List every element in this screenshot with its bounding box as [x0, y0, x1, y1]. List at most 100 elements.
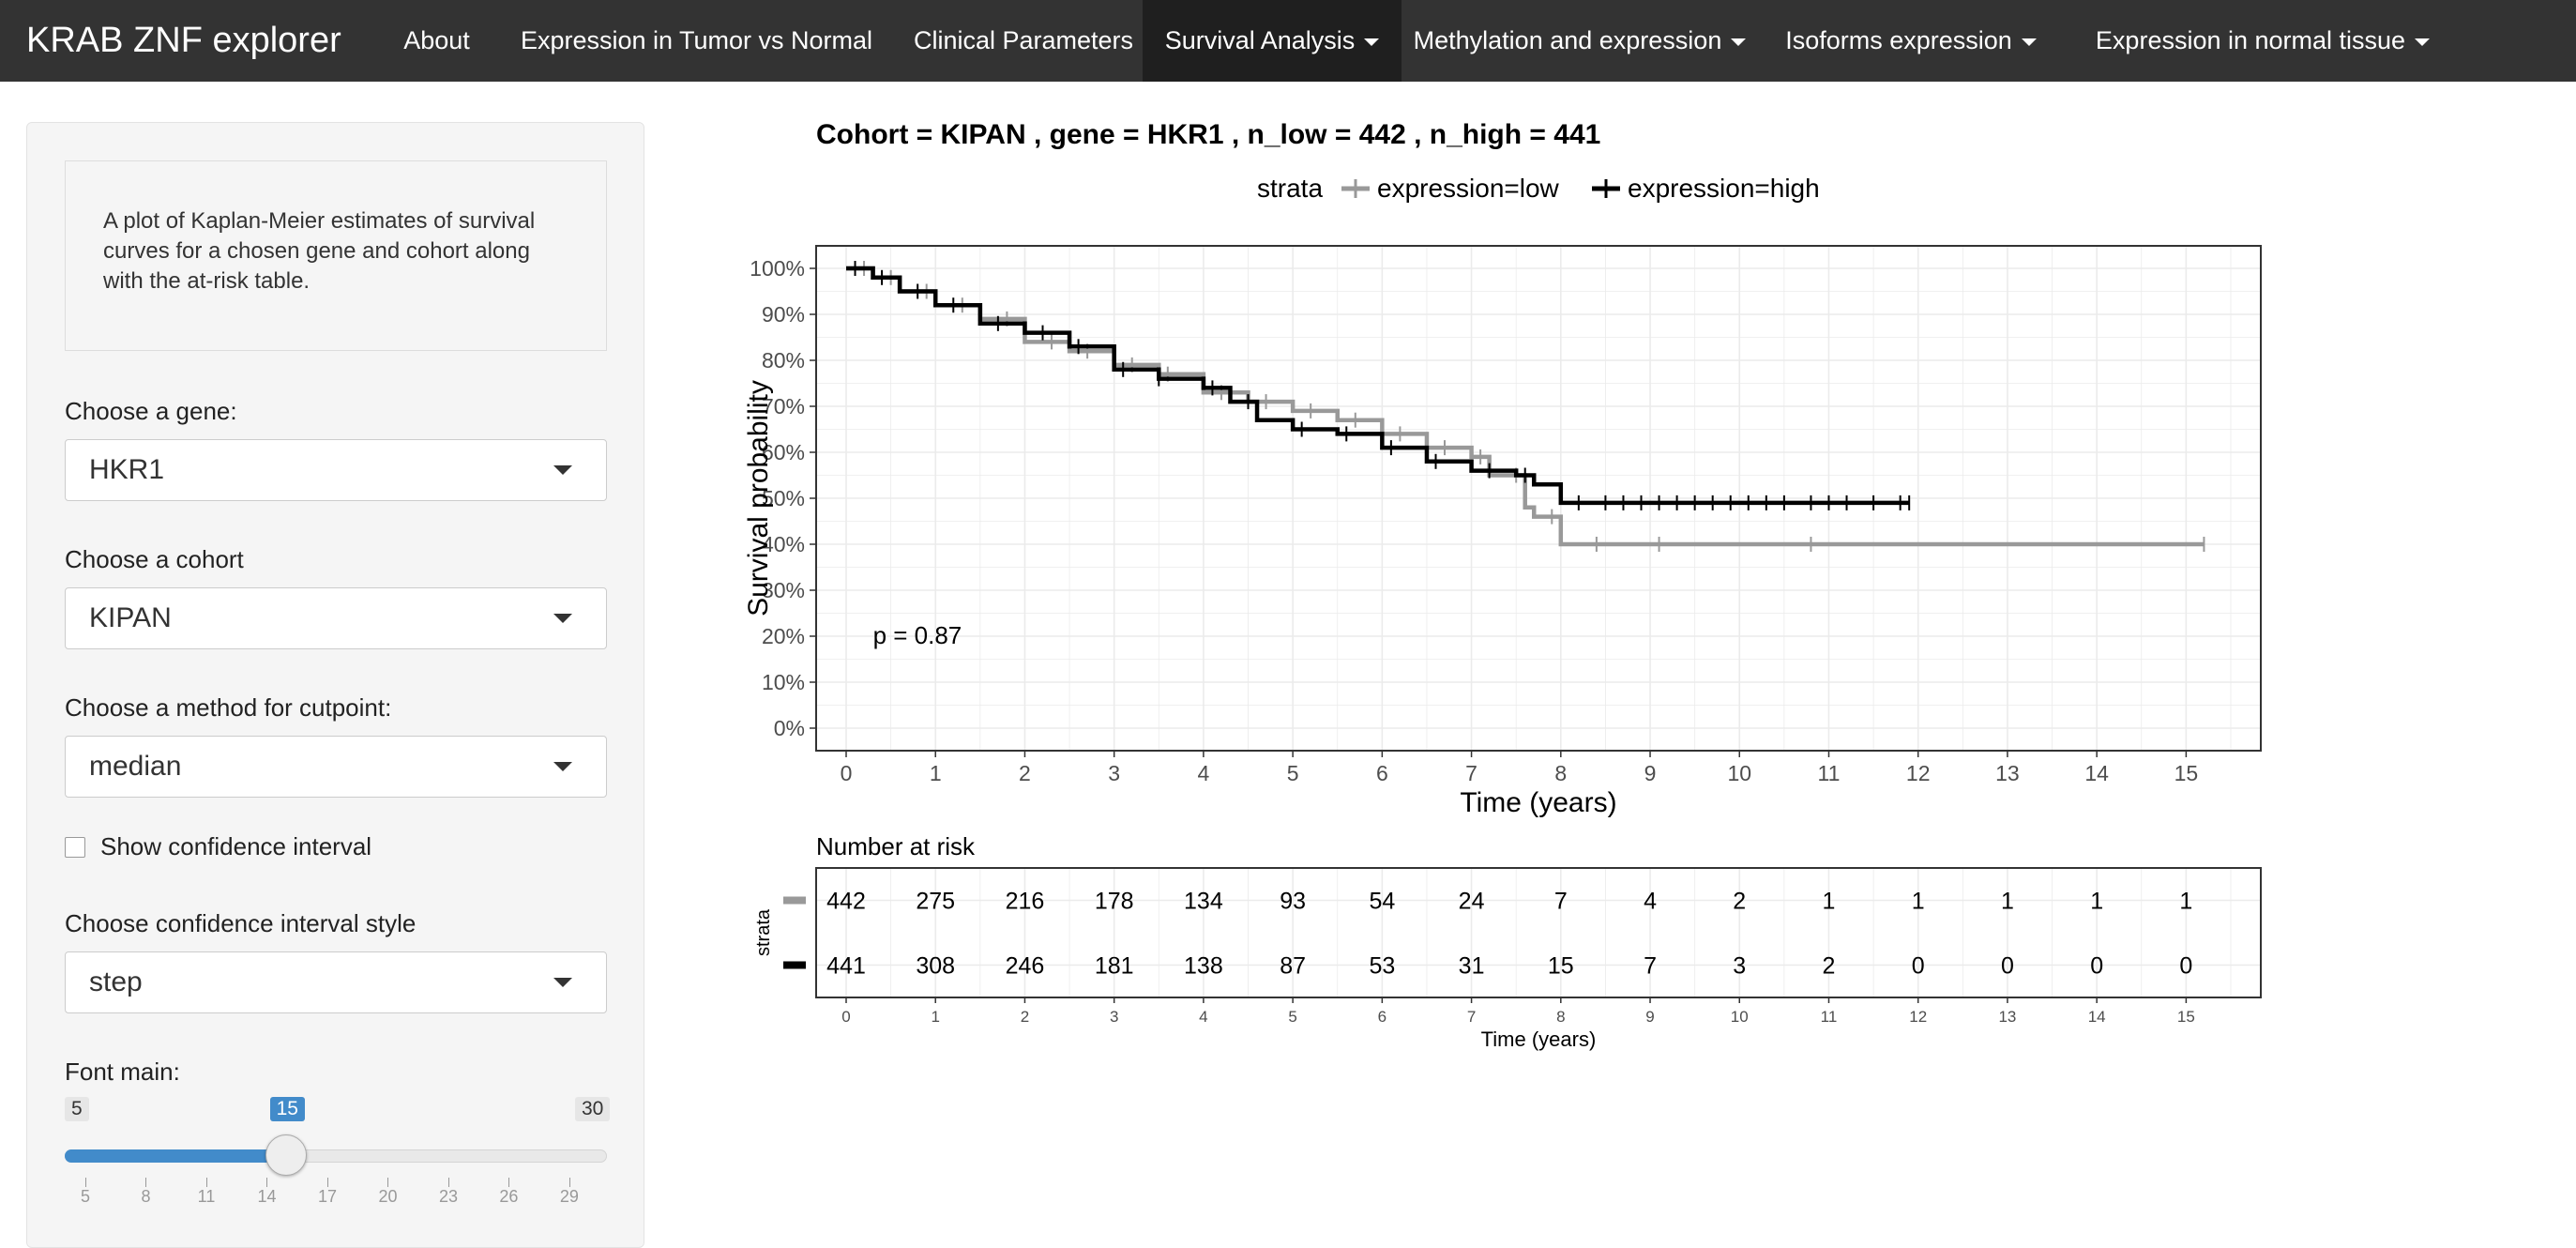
nav-about[interactable]: About: [385, 0, 489, 82]
y-tick-label: 20%: [762, 624, 805, 648]
nav-isoforms-expression[interactable]: Isoforms expression: [1758, 0, 2064, 82]
risk-count: 138: [1184, 953, 1223, 980]
slider-tick-label: 20: [378, 1187, 398, 1206]
sidebar-panel: A plot of Kaplan-Meier estimates of surv…: [26, 122, 644, 1248]
nav-clinical-parameters[interactable]: Clinical Parameters: [904, 0, 1143, 82]
y-tick-label: 80%: [762, 348, 805, 373]
cohort-select-value: KIPAN: [89, 602, 172, 633]
x-tick-label: 5: [1287, 761, 1299, 785]
risk-count: 7: [1644, 953, 1657, 980]
ci-style-select-value: step: [89, 966, 143, 997]
x-tick-label: 12: [1909, 1008, 1927, 1026]
risk-count: 178: [1095, 889, 1134, 915]
slider-tick: [568, 1178, 570, 1187]
risk-count: 1: [2179, 889, 2192, 915]
chevron-down-icon: [1731, 38, 1747, 46]
x-tick-label: 13: [1998, 1008, 2016, 1026]
slider-tick: [387, 1178, 389, 1187]
nav-isoforms-expression-label: Isoforms expression: [1785, 26, 2012, 54]
risk-strata-swatch: [783, 896, 806, 905]
gene-select[interactable]: HKR1: [65, 439, 607, 501]
risk-strata-swatch: [783, 961, 806, 969]
y-tick-label: 70%: [762, 394, 805, 419]
ci-style-select[interactable]: step: [65, 951, 607, 1013]
chevron-down-icon: [553, 978, 572, 987]
slider-min-label: 5: [65, 1097, 89, 1121]
x-tick-label: 6: [1376, 761, 1388, 785]
chevron-down-icon: [553, 762, 572, 771]
x-tick-label: 2: [1019, 761, 1031, 785]
y-tick-label: 0%: [774, 716, 805, 740]
slider-tick-label: 8: [141, 1187, 151, 1206]
risk-count: 24: [1459, 889, 1485, 915]
nav-expression-tumor-normal[interactable]: Expression in Tumor vs Normal: [489, 0, 904, 82]
x-tick-label: 8: [1554, 761, 1567, 785]
top-navbar: KRAB ZNF explorer About Expression in Tu…: [0, 0, 2576, 82]
app-brand[interactable]: KRAB ZNF explorer: [26, 21, 341, 60]
nav-expression-normal-tissue-label: Expression in normal tissue: [2095, 26, 2406, 54]
nav-survival-analysis[interactable]: Survival Analysis: [1143, 0, 1402, 82]
slider-value-label: 15: [269, 1097, 305, 1121]
risk-count: 0: [2179, 953, 2192, 980]
risk-table-title: Number at risk: [816, 832, 976, 860]
x-tick-label: 1: [931, 1008, 939, 1026]
x-tick-label: 0: [841, 1008, 850, 1026]
risk-count: 3: [1733, 953, 1746, 980]
chevron-down-icon: [2415, 38, 2431, 46]
slider-tick: [145, 1178, 147, 1187]
y-tick-label: 10%: [762, 670, 805, 694]
slider-tick: [266, 1178, 268, 1187]
x-tick-label: 3: [1108, 761, 1120, 785]
y-tick-label: 30%: [762, 578, 805, 602]
risk-count: 2: [1733, 889, 1746, 915]
x-tick-label: 10: [1731, 1008, 1749, 1026]
y-tick-label: 50%: [762, 486, 805, 510]
confidence-interval-label[interactable]: Show confidence interval: [100, 832, 372, 860]
cohort-select[interactable]: KIPAN: [65, 587, 607, 649]
risk-count: 0: [1912, 953, 1925, 980]
confidence-interval-checkbox[interactable]: [65, 837, 85, 858]
font-main-slider-handle[interactable]: [265, 1134, 307, 1176]
x-tick-label: 9: [1645, 1008, 1654, 1026]
slider-tick: [326, 1178, 328, 1187]
font-main-label: Font main:: [65, 1058, 180, 1086]
nav-expression-normal-tissue[interactable]: Expression in normal tissue: [2064, 0, 2462, 82]
risk-count: 31: [1459, 953, 1485, 980]
x-tick-label: 4: [1199, 1008, 1207, 1026]
x-tick-label: 15: [2177, 1008, 2195, 1026]
legend-label: expression=high: [1628, 174, 1820, 203]
nav-methylation-expression[interactable]: Methylation and expression: [1402, 0, 1758, 82]
gene-label: Choose a gene:: [65, 397, 237, 425]
y-tick-label: 60%: [762, 440, 805, 464]
cutpoint-select[interactable]: median: [65, 736, 607, 798]
cutpoint-label: Choose a method for cutpoint:: [65, 693, 392, 722]
x-tick-label: 8: [1556, 1008, 1565, 1026]
x-tick-label: 10: [1727, 761, 1751, 785]
risk-count: 15: [1548, 953, 1574, 980]
help-text-box: A plot of Kaplan-Meier estimates of surv…: [65, 160, 607, 351]
survival-curve-high: [846, 266, 1910, 506]
nav-about-label: About: [403, 26, 470, 54]
risk-count: 1: [2090, 889, 2103, 915]
risk-count: 134: [1184, 889, 1223, 915]
slider-tick: [508, 1178, 510, 1187]
risk-count: 181: [1095, 953, 1134, 980]
chevron-down-icon: [1364, 38, 1380, 46]
slider-tick-label: 23: [438, 1187, 458, 1206]
slider-tick-label: 14: [257, 1187, 277, 1206]
slider-tick: [85, 1178, 86, 1187]
risk-count: 93: [1280, 889, 1306, 915]
risk-count: 1: [2001, 889, 2014, 915]
cohort-label: Choose a cohort: [65, 545, 244, 573]
y-tick-label: 40%: [762, 532, 805, 556]
risk-table-y-label: strata: [753, 908, 774, 956]
nav-methylation-expression-label: Methylation and expression: [1413, 26, 1722, 54]
x-tick-label: 2: [1021, 1008, 1029, 1026]
x-tick-label: 9: [1644, 761, 1657, 785]
y-tick-label: 90%: [762, 302, 805, 327]
x-tick-label: 6: [1378, 1008, 1386, 1026]
risk-count: 53: [1369, 953, 1395, 980]
risk-count: 308: [916, 953, 955, 980]
nav-expression-tumor-normal-label: Expression in Tumor vs Normal: [520, 26, 873, 54]
